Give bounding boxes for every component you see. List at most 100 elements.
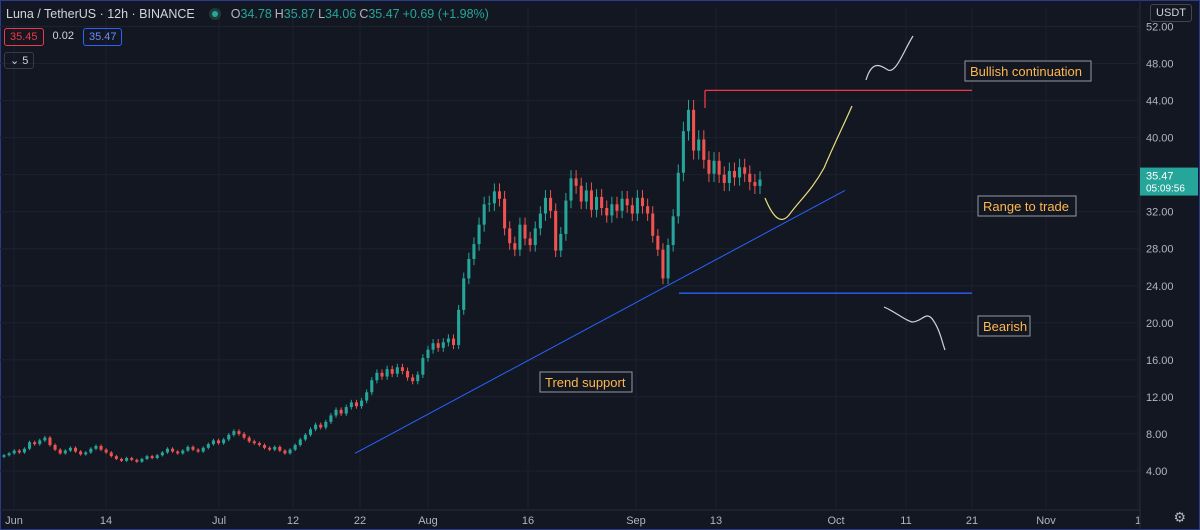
candle-body[interactable] (543, 197, 547, 214)
candle-body[interactable] (58, 449, 62, 454)
candle-body[interactable] (661, 249, 665, 279)
candle-body[interactable] (451, 338, 456, 346)
candle-body[interactable] (160, 452, 164, 456)
candle-body[interactable] (651, 213, 655, 236)
candle-body[interactable] (186, 446, 190, 451)
candle-body[interactable] (268, 447, 272, 450)
candle-body[interactable] (68, 447, 72, 451)
candle-body[interactable] (211, 440, 215, 445)
candle-body[interactable] (171, 448, 175, 452)
candle-body[interactable] (646, 206, 650, 214)
annotation-box[interactable] (977, 195, 1077, 217)
candle-body[interactable] (738, 167, 742, 178)
candle-body[interactable] (104, 449, 108, 453)
candle-body[interactable] (477, 224, 481, 245)
annotation-box[interactable] (539, 371, 633, 393)
candle-body[interactable] (206, 444, 210, 448)
candle-body[interactable] (165, 448, 169, 453)
candle-body[interactable] (222, 439, 226, 444)
candle-body[interactable] (191, 446, 195, 450)
candle-body[interactable] (416, 374, 420, 382)
candle-body[interactable] (635, 197, 639, 214)
candle-body[interactable] (38, 440, 42, 445)
candle-body[interactable] (671, 216, 675, 246)
candle-body[interactable] (12, 450, 16, 454)
candle-body[interactable] (344, 407, 348, 414)
candle-body[interactable] (28, 442, 32, 449)
candle-body[interactable] (600, 196, 604, 208)
candle-body[interactable] (712, 160, 716, 174)
candle-body[interactable] (589, 190, 593, 210)
candle-body[interactable] (109, 452, 113, 457)
candle-body[interactable] (360, 400, 364, 407)
candle-body[interactable] (702, 139, 706, 160)
candle-body[interactable] (406, 370, 410, 378)
candle-body[interactable] (390, 369, 394, 374)
input-ask[interactable]: 35.47 (82, 28, 123, 46)
candle-body[interactable] (421, 358, 425, 375)
candle-body[interactable] (314, 424, 318, 430)
candle-body[interactable] (513, 243, 517, 250)
candle-body[interactable] (559, 233, 563, 251)
candle-body[interactable] (625, 198, 629, 206)
candle-body[interactable] (176, 451, 180, 454)
candle-body[interactable] (605, 208, 609, 216)
candle-body[interactable] (232, 431, 236, 435)
candle-body[interactable] (462, 278, 466, 310)
candle-body[interactable] (380, 372, 384, 377)
candle-body[interactable] (288, 449, 292, 454)
candle-body[interactable] (482, 204, 486, 225)
candle-body[interactable] (155, 455, 159, 458)
candle-body[interactable] (365, 392, 369, 401)
candle-body[interactable] (615, 204, 619, 211)
symbol-title[interactable]: Luna / TetherUS · 12h · BINANCE (6, 7, 195, 21)
annotation-box[interactable] (964, 60, 1092, 82)
candle-body[interactable] (722, 174, 726, 183)
candle-body[interactable] (273, 446, 277, 450)
candle-body[interactable] (227, 434, 231, 440)
candle-body[interactable] (150, 456, 154, 458)
candle-body[interactable] (84, 452, 88, 455)
candle-body[interactable] (584, 190, 588, 202)
candle-body[interactable] (385, 369, 389, 377)
candle-body[interactable] (436, 343, 440, 348)
candle-body[interactable] (73, 447, 78, 452)
candle-body[interactable] (140, 458, 144, 462)
candle-body[interactable] (528, 238, 532, 246)
candle-body[interactable] (569, 178, 573, 201)
candle-body[interactable] (620, 198, 624, 211)
candle-body[interactable] (467, 258, 471, 279)
candle-body[interactable] (247, 437, 251, 442)
candle-body[interactable] (753, 182, 757, 186)
candle-body[interactable] (666, 245, 670, 279)
candle-body[interactable] (426, 349, 430, 358)
candle-body[interactable] (298, 439, 302, 446)
candle-body[interactable] (319, 424, 323, 428)
gear-icon[interactable]: ⚙ (1173, 509, 1186, 525)
candle-body[interactable] (446, 338, 450, 343)
candle-body[interactable] (283, 450, 287, 454)
candle-body[interactable] (99, 445, 103, 450)
candle-body[interactable] (579, 185, 583, 202)
trend-support-line[interactable] (354, 189, 846, 454)
candle-body[interactable] (697, 139, 701, 151)
candle-body[interactable] (257, 443, 261, 446)
candle-body[interactable] (130, 458, 134, 460)
candle-body[interactable] (538, 213, 542, 229)
candle-body[interactable] (303, 434, 307, 440)
candle-body[interactable] (308, 429, 313, 435)
candle-body[interactable] (79, 451, 83, 455)
candle-body[interactable] (503, 198, 507, 229)
annotation-box[interactable] (977, 315, 1031, 337)
candle-body[interactable] (63, 450, 67, 454)
candle-body[interactable] (686, 109, 691, 132)
candle-body[interactable] (574, 178, 578, 186)
candle-body[interactable] (349, 402, 353, 408)
candle-body[interactable] (518, 224, 522, 250)
candle-body[interactable] (441, 342, 445, 348)
candle-body[interactable] (549, 197, 553, 211)
candle-body[interactable] (252, 441, 256, 444)
candle-body[interactable] (324, 421, 328, 428)
candle-body[interactable] (94, 445, 98, 449)
candle-body[interactable] (89, 448, 93, 453)
